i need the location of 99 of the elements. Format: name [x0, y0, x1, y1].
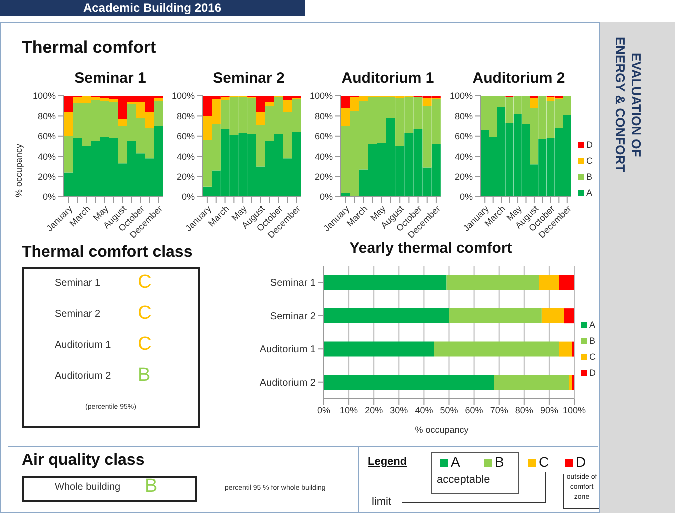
y-tick-label: 40% — [176, 152, 195, 162]
text: C — [138, 303, 152, 324]
legend-label: B — [586, 172, 593, 182]
category-label: Whole building — [55, 482, 121, 493]
y-tick-label: 20% — [314, 172, 333, 182]
x-tick-label: 100% — [562, 405, 586, 416]
text: B — [138, 365, 151, 386]
x-tick-label: 80% — [515, 405, 534, 416]
y-tick-label: 100% — [310, 91, 333, 102]
category-label: A — [451, 454, 460, 470]
category-label: Auditorium 1 — [55, 340, 112, 351]
bar — [564, 308, 574, 324]
y-tick-label: Seminar 1 — [270, 278, 316, 290]
x-tick-label: 60% — [465, 405, 484, 416]
category-label: D — [576, 454, 586, 470]
y-tick-label: 80% — [314, 111, 333, 122]
y-tick-label: 80% — [454, 111, 473, 122]
bar — [118, 119, 127, 126]
bar — [494, 375, 570, 390]
x-tick-label: 30% — [390, 405, 408, 416]
y-tick-label: 100% — [172, 91, 195, 102]
category-label: Seminar 1 — [55, 278, 101, 289]
chart-title: Seminar 1 — [74, 70, 148, 89]
y-tick-label: 40% — [38, 152, 56, 162]
y-tick-label: 40% — [314, 152, 333, 162]
legend-label: A — [590, 320, 596, 330]
bar — [569, 375, 572, 390]
bar — [559, 342, 572, 357]
bar — [324, 375, 494, 390]
legend-label: B — [590, 336, 596, 346]
chart-title: Auditorium 1 — [340, 70, 436, 89]
text: EVALUATION OF ENERGY & CONFORT — [612, 36, 644, 175]
y-tick-label: 0% — [460, 192, 473, 202]
y-tick-label: 20% — [454, 172, 473, 182]
text: Legend — [368, 456, 408, 468]
legend-label: C — [586, 156, 593, 166]
legend-label: D — [590, 368, 596, 378]
bar — [154, 98, 163, 102]
bar — [572, 342, 574, 357]
x-tick-label: 50% — [440, 405, 458, 416]
y-tick-label: 60% — [454, 132, 473, 142]
bar — [446, 275, 540, 290]
y-tick-label: 0% — [42, 192, 56, 202]
y-tick-label: Auditorium 1 — [260, 344, 316, 356]
bar — [449, 308, 542, 324]
bar — [530, 98, 538, 108]
x-tick-label: 90% — [540, 405, 558, 416]
text: Air quality class — [22, 452, 145, 470]
bar — [154, 101, 163, 126]
text: acceptable — [437, 474, 490, 486]
y-tick-label: 0% — [320, 192, 333, 202]
bar — [283, 100, 292, 112]
bar — [572, 375, 574, 390]
bar — [324, 342, 434, 357]
y-tick-label: 60% — [314, 132, 333, 142]
bar — [324, 275, 447, 290]
chart-title: Yearly thermal comfort — [348, 240, 514, 259]
y-tick-label: 0% — [182, 192, 195, 202]
y-tick-label: 60% — [176, 132, 195, 142]
category-label: Auditorium 2 — [55, 371, 112, 382]
y-tick-label: 40% — [454, 152, 473, 162]
y-tick-label: 80% — [176, 111, 195, 122]
bar — [539, 275, 560, 290]
category-label: B — [495, 454, 504, 470]
chart-title: Auditorium 2 — [472, 70, 566, 89]
chart-title: Seminar 2 — [212, 70, 286, 89]
bar — [542, 308, 564, 324]
y-tick-label: 100% — [32, 91, 56, 102]
x-tick-label: 70% — [490, 405, 508, 416]
y-tick-label: Auditorium 2 — [260, 378, 316, 389]
text: Thermal comfort — [22, 38, 156, 58]
y-tick-label: 20% — [176, 172, 195, 182]
y-tick-label: 20% — [38, 172, 56, 182]
y-tick-label: 100% — [450, 91, 473, 102]
bar — [64, 112, 73, 136]
bar — [256, 112, 266, 126]
text: B — [145, 476, 158, 497]
category-label: Seminar 2 — [55, 309, 101, 320]
x-tick-label: 10% — [340, 405, 358, 416]
y-tick-label: 80% — [38, 111, 56, 122]
x-tick-label: 20% — [365, 405, 384, 416]
text: limit — [372, 496, 392, 508]
bar — [265, 102, 274, 106]
bar — [559, 275, 574, 290]
legend-label: D — [586, 140, 593, 150]
y-tick-label: Seminar 2 — [270, 311, 316, 322]
bar — [324, 308, 450, 324]
text: Academic Building 2016 — [0, 0, 305, 16]
legend-label: A — [586, 188, 593, 198]
text: C — [138, 272, 152, 293]
x-axis-title: % occupancy — [414, 425, 470, 435]
y-tick-label: 60% — [38, 132, 56, 142]
x-tick-label: 40% — [415, 405, 434, 416]
legend-label: C — [590, 352, 596, 362]
text: Thermal comfort class — [22, 244, 193, 262]
bar — [434, 342, 560, 357]
text: C — [138, 334, 152, 355]
y-axis-title: % occupancy — [14, 144, 24, 198]
category-label: C — [539, 454, 550, 470]
